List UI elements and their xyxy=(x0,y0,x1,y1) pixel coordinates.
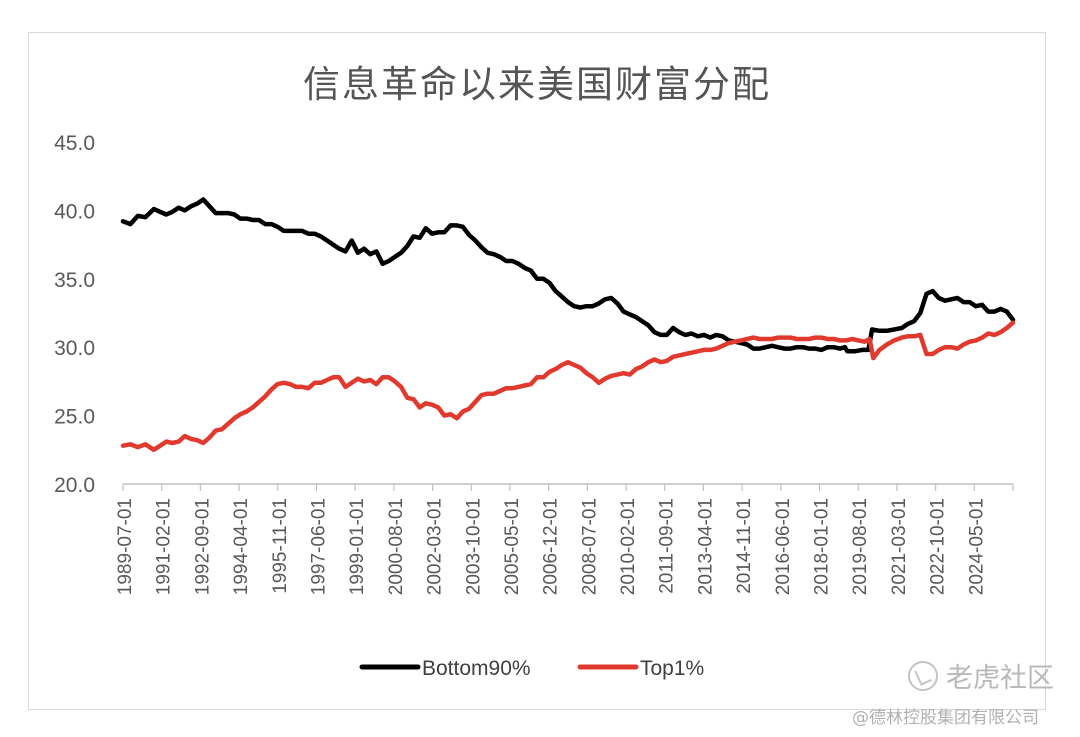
x-tick-label: 2011-09-01 xyxy=(657,498,678,594)
x-axis: 1989-07-01 1991-02-01 1992-09-01 1994-04-01… xyxy=(115,484,1013,595)
series-line-top1 xyxy=(123,323,1013,450)
x-tick-label: 2014-11-01 xyxy=(734,498,755,594)
x-tick-label: 2019-08-01 xyxy=(850,498,871,595)
x-tick-label: 2022-10-01 xyxy=(928,498,949,595)
x-tick-label: 2018-01-01 xyxy=(812,498,833,595)
y-axis: 20.0 25.0 30.0 35.0 40.0 45.0 xyxy=(54,132,95,497)
y-tick-label: 40.0 xyxy=(54,200,95,223)
x-tick-label: 2021-03-01 xyxy=(889,498,910,595)
watermark-text: 老虎社区 xyxy=(946,656,1054,695)
y-tick-label: 30.0 xyxy=(54,337,95,360)
x-tick-label: 1991-02-01 xyxy=(154,498,175,595)
credit-text: @德林控股集团有限公司 xyxy=(852,703,1039,728)
x-tick-label: 2006-12-01 xyxy=(541,498,562,595)
legend: Bottom90% Top1% xyxy=(362,657,704,680)
legend-label: Bottom90% xyxy=(422,657,531,680)
x-tick-label: 2024-05-01 xyxy=(966,498,987,595)
y-tick-label: 25.0 xyxy=(54,406,95,429)
x-tick-label: 1995-11-01 xyxy=(270,498,291,594)
x-tick-label: 2016-06-01 xyxy=(773,498,794,595)
x-tick-label: 1994-04-01 xyxy=(231,498,252,595)
x-tick-label: 2013-04-01 xyxy=(695,498,716,595)
x-tick-label: 2005-05-01 xyxy=(502,498,523,595)
legend-label: Top1% xyxy=(640,657,704,680)
x-tick-label: 2008-07-01 xyxy=(579,498,600,595)
watermark: 老虎社区 xyxy=(908,656,1054,695)
x-tick-label: 2000-08-01 xyxy=(386,498,407,595)
y-tick-label: 35.0 xyxy=(54,269,95,292)
series-line-bottom90 xyxy=(123,200,1013,352)
x-tick-label: 2002-03-01 xyxy=(425,498,446,595)
x-tick-label: 1992-09-01 xyxy=(192,498,213,595)
y-tick-label: 45.0 xyxy=(54,132,95,155)
tiger-community-logo-icon xyxy=(908,661,938,691)
x-tick-label: 1997-06-01 xyxy=(308,498,329,595)
x-tick-label: 1999-01-01 xyxy=(347,498,368,595)
y-tick-label: 20.0 xyxy=(54,474,95,497)
x-tick-label: 2010-02-01 xyxy=(618,498,639,595)
x-tick-label: 2003-10-01 xyxy=(463,498,484,595)
x-tick-label: 1989-07-01 xyxy=(115,498,136,595)
series-layer xyxy=(123,200,1013,450)
